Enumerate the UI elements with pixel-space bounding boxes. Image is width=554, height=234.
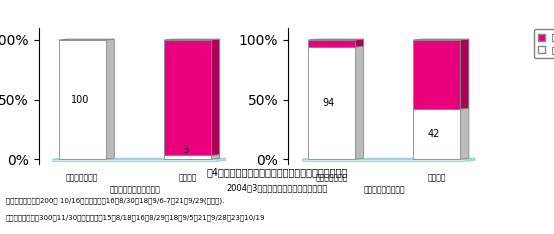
Text: 2004年3月定植．品種「べにふうき」．: 2004年3月定植．品種「べにふうき」．: [227, 184, 327, 193]
Polygon shape: [460, 108, 469, 159]
Polygon shape: [302, 159, 466, 161]
Text: ソルガム間作区: ソルガム間作区: [315, 173, 347, 182]
Polygon shape: [53, 158, 226, 159]
Text: 名護（強風害のみ）: 名護（強風害のみ）: [363, 185, 405, 194]
Bar: [59, 40, 106, 159]
Polygon shape: [355, 46, 363, 159]
Polygon shape: [53, 159, 217, 161]
Polygon shape: [164, 39, 219, 40]
Polygon shape: [211, 155, 219, 159]
Text: 100: 100: [70, 95, 89, 105]
Bar: [164, 40, 211, 155]
Bar: [164, 155, 211, 159]
Bar: [413, 40, 460, 109]
Polygon shape: [106, 39, 114, 159]
Text: 名護試験地：各区300株11/30調査．　台風15号8/18，16号8/29，18号9/5，21号9/28，23号10/19: 名護試験地：各区300株11/30調査． 台風15号8/18，16号8/29，1…: [6, 214, 265, 221]
Polygon shape: [59, 39, 114, 40]
Polygon shape: [466, 158, 475, 161]
Legend: 枕死株, 生存株（%）: 枕死株, 生存株（%）: [534, 29, 554, 58]
Text: 42: 42: [428, 129, 440, 139]
Bar: [308, 40, 355, 47]
Text: 無間作区: 無間作区: [178, 173, 197, 182]
Polygon shape: [413, 39, 469, 40]
Bar: [308, 47, 355, 159]
Polygon shape: [217, 158, 226, 161]
Text: 無間作区: 無間作区: [428, 173, 446, 182]
Polygon shape: [460, 39, 469, 109]
Polygon shape: [211, 39, 219, 155]
Text: 図4　ソルガム間作による潮風害と強風害の防止効果: 図4 ソルガム間作による潮風害と強風害の防止効果: [207, 167, 347, 177]
Polygon shape: [355, 39, 363, 47]
Polygon shape: [308, 39, 363, 40]
Text: 94: 94: [323, 98, 335, 108]
Text: 3: 3: [182, 145, 188, 154]
Text: ソルガム間作区: ソルガム間作区: [66, 173, 98, 182]
Polygon shape: [302, 158, 475, 159]
Text: 枚導（潮風害＋強風害）: 枚導（潮風害＋強風害）: [109, 185, 160, 194]
Bar: [413, 109, 460, 159]
Text: 枚導試験地：各区200株 10/16調査．　台風16号8/30，18号9/6-7，21号9/29(潮風害).: 枚導試験地：各区200株 10/16調査． 台風16号8/30，18号9/6-7…: [6, 198, 224, 204]
